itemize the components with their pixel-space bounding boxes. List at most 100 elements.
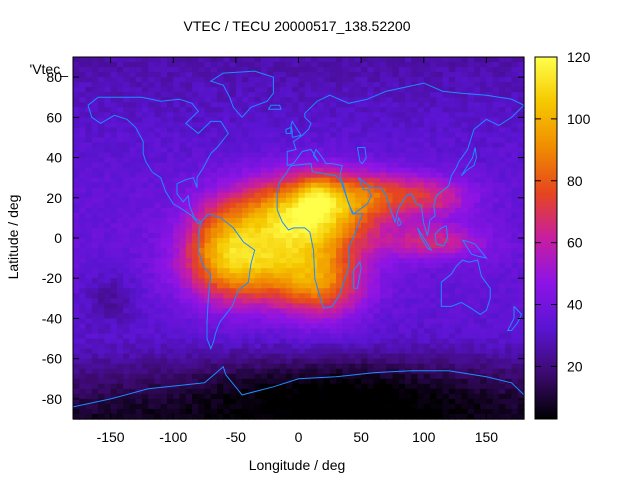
heatmap-cell <box>248 403 256 410</box>
heatmap-cell <box>110 383 118 390</box>
heatmap-cell <box>217 323 224 330</box>
heatmap-cell <box>210 192 218 199</box>
heatmap-cell <box>148 388 156 395</box>
heatmap-cell <box>217 393 224 400</box>
heatmap-cell <box>242 67 249 73</box>
heatmap-cell <box>160 232 168 239</box>
heatmap-cell <box>398 383 406 390</box>
heatmap-cell <box>311 102 318 108</box>
heatmap-cell <box>223 112 231 118</box>
heatmap-cell <box>166 107 174 113</box>
heatmap-cell <box>348 363 356 370</box>
heatmap-cell <box>417 162 425 169</box>
heatmap-cell <box>354 248 362 254</box>
heatmap-cell <box>417 167 425 174</box>
heatmap-cell <box>498 187 506 194</box>
heatmap-cell <box>455 192 462 199</box>
heatmap-cell <box>73 222 80 229</box>
heatmap-cell <box>98 132 105 139</box>
heatmap-cell <box>217 202 224 209</box>
heatmap-cell <box>110 137 118 144</box>
heatmap-cell <box>448 72 456 78</box>
heatmap-cell <box>235 72 243 78</box>
heatmap-cell <box>148 127 156 134</box>
heatmap-cell <box>173 87 181 93</box>
heatmap-cell <box>260 87 268 93</box>
heatmap-cell <box>173 323 181 330</box>
heatmap-cell <box>141 343 149 350</box>
heatmap-cell <box>473 157 481 164</box>
heatmap-cell <box>304 263 312 269</box>
heatmap-cell <box>461 373 469 380</box>
heatmap-cell <box>204 227 212 234</box>
heatmap-cell <box>129 388 137 395</box>
heatmap-cell <box>235 187 243 194</box>
heatmap-cell <box>123 373 130 380</box>
heatmap-cell <box>135 217 143 224</box>
heatmap-cell <box>242 192 249 199</box>
heatmap-cell <box>448 112 456 118</box>
heatmap-cell <box>417 238 425 244</box>
heatmap-cell <box>342 318 350 325</box>
heatmap-cell <box>141 137 149 144</box>
heatmap-cell <box>273 333 281 340</box>
heatmap-cell <box>392 253 400 259</box>
heatmap-cell <box>98 117 105 123</box>
heatmap-cell <box>91 358 99 365</box>
heatmap-cell <box>248 318 256 325</box>
heatmap-cell <box>279 368 287 375</box>
heatmap-cell <box>379 102 387 108</box>
heatmap-cell <box>430 263 437 269</box>
heatmap-cell <box>486 313 494 320</box>
heatmap-cell <box>79 293 87 299</box>
heatmap-cell <box>129 127 137 134</box>
heatmap-cell <box>173 403 181 410</box>
heatmap-cell <box>436 102 444 108</box>
heatmap-cell <box>192 212 199 219</box>
heatmap-cell <box>367 132 375 139</box>
heatmap-cell <box>517 328 525 335</box>
heatmap-cell <box>148 177 156 184</box>
heatmap-cell <box>404 77 412 83</box>
heatmap-cell <box>498 323 506 330</box>
heatmap-cell <box>455 393 462 400</box>
heatmap-cell <box>448 323 456 330</box>
heatmap-cell <box>104 77 112 83</box>
heatmap-cell <box>73 253 80 259</box>
heatmap-cell <box>480 182 488 189</box>
heatmap-cell <box>505 107 513 113</box>
heatmap-cell <box>185 192 193 199</box>
heatmap-cell <box>166 348 174 355</box>
heatmap-cell <box>392 343 400 350</box>
heatmap-cell <box>304 72 312 78</box>
heatmap-cell <box>473 72 481 78</box>
heatmap-cell <box>367 102 375 108</box>
heatmap-cell <box>173 293 181 299</box>
heatmap-cell <box>486 152 494 159</box>
heatmap-cell <box>404 268 412 274</box>
heatmap-cell <box>323 167 331 174</box>
heatmap-cell <box>323 62 331 68</box>
heatmap-cell <box>498 132 506 139</box>
heatmap-cell <box>298 97 306 103</box>
heatmap-cell <box>323 157 331 164</box>
heatmap-cell <box>379 388 387 395</box>
heatmap-cell <box>480 383 488 390</box>
heatmap-cell <box>217 102 224 108</box>
heatmap-cell <box>160 318 168 325</box>
heatmap-cell <box>373 202 381 209</box>
heatmap-cell <box>273 258 281 264</box>
heatmap-cell <box>379 373 387 380</box>
heatmap-cell <box>367 232 375 239</box>
heatmap-cell <box>173 263 181 269</box>
heatmap-cell <box>141 363 149 370</box>
heatmap-cell <box>304 202 312 209</box>
heatmap-cell <box>361 343 368 350</box>
heatmap-cell <box>173 67 181 73</box>
heatmap-cell <box>229 207 237 214</box>
heatmap-cell <box>361 62 368 68</box>
heatmap-cell <box>116 298 124 304</box>
heatmap-cell <box>430 57 437 63</box>
heatmap-cell <box>154 333 162 340</box>
heatmap-cell <box>342 207 350 214</box>
